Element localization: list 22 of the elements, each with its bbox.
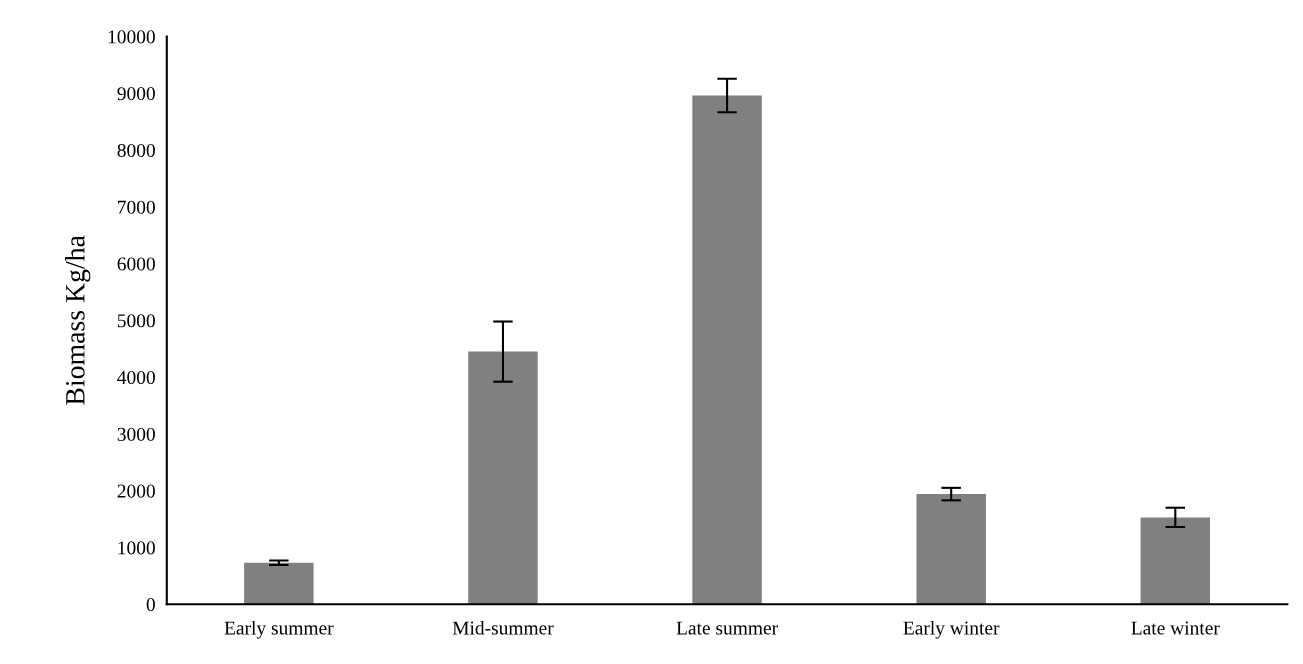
bar [244, 562, 314, 605]
x-tick-label: Late summer [676, 621, 778, 635]
x-tick-label: Early winter [903, 620, 1000, 639]
y-tick-label: 2000 [117, 484, 155, 498]
y-tick-label: 9000 [117, 87, 155, 101]
y-tick-label: 6000 [117, 257, 155, 271]
bar [468, 351, 538, 605]
y-tick-label: 10000 [108, 30, 155, 44]
y-tick-label: 7000 [118, 200, 155, 214]
y-tick-label: 1000 [118, 541, 155, 555]
x-tick-label: Mid-summer [452, 620, 554, 635]
y-tick-label: 0 [146, 598, 155, 612]
y-axis-title: Biomass Kg/ha [65, 235, 91, 405]
x-tick-label: Early summer [224, 620, 334, 639]
bar [916, 494, 986, 605]
x-tick-label: Late winter [1131, 621, 1220, 635]
y-tick-label: 8000 [117, 143, 155, 157]
bar [1140, 517, 1211, 605]
bar [692, 95, 762, 605]
y-tick-label: 4000 [117, 370, 155, 385]
y-tick-label: 3000 [117, 427, 155, 441]
y-tick-label: 5000 [117, 314, 155, 328]
